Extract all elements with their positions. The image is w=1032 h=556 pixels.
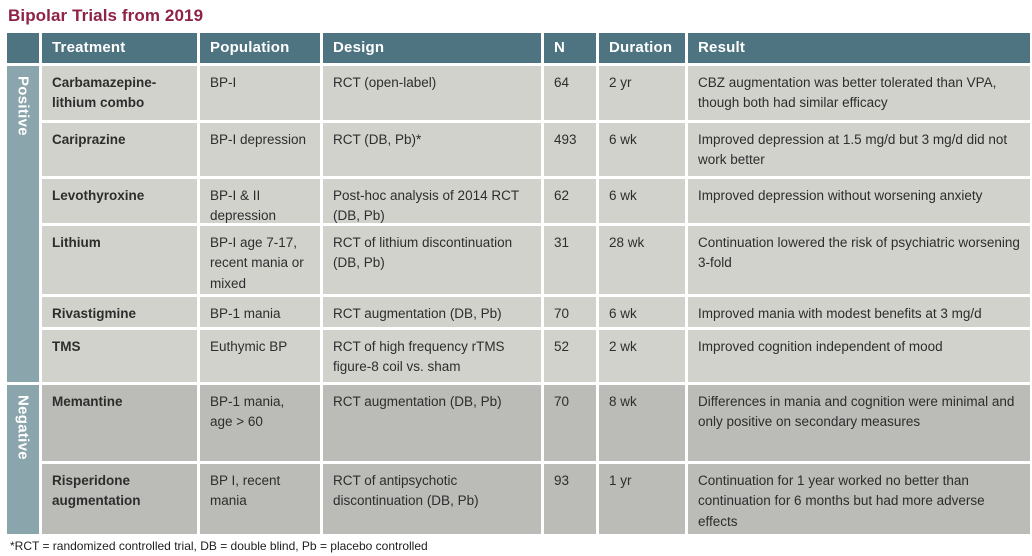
header-n: N (544, 33, 596, 63)
cell-treatment: Levothyroxine (42, 179, 197, 223)
cell-population: BP-I & II depression (200, 179, 320, 223)
cell-result: Differences in mania and cognition were … (688, 385, 1030, 461)
cell-treatment: Memantine (42, 385, 197, 461)
cell-result: Continuation lowered the risk of psychia… (688, 226, 1030, 294)
section-label-positive: Positive (7, 66, 39, 382)
cell-design: RCT of high frequency rTMS figure-8 coil… (323, 330, 541, 382)
cell-n: 493 (544, 123, 596, 176)
cell-treatment: Rivastigmine (42, 297, 197, 327)
section-label-negative: Negative (7, 385, 39, 534)
cell-n: 70 (544, 297, 596, 327)
cell-design: RCT (open-label) (323, 66, 541, 120)
cell-design: RCT augmentation (DB, Pb) (323, 385, 541, 461)
cell-result: Improved cognition independent of mood (688, 330, 1030, 382)
cell-duration: 6 wk (599, 179, 685, 223)
cell-population: BP-1 mania (200, 297, 320, 327)
cell-duration: 1 yr (599, 464, 685, 534)
cell-result: Improved mania with modest benefits at 3… (688, 297, 1030, 327)
cell-n: 62 (544, 179, 596, 223)
cell-n: 93 (544, 464, 596, 534)
cell-n: 52 (544, 330, 596, 382)
cell-treatment: Cariprazine (42, 123, 197, 176)
cell-n: 31 (544, 226, 596, 294)
header-treatment: Treatment (42, 33, 197, 63)
cell-treatment: Risperidone augmentation (42, 464, 197, 534)
cell-population: BP-I (200, 66, 320, 120)
cell-population: BP-I age 7-17, recent mania or mixed (200, 226, 320, 294)
cell-n: 64 (544, 66, 596, 120)
table-footnote: *RCT = randomized controlled trial, DB =… (10, 539, 428, 553)
cell-design: Post-hoc analysis of 2014 RCT (DB, Pb) (323, 179, 541, 223)
cell-duration: 6 wk (599, 123, 685, 176)
header-stub-cell (7, 33, 39, 63)
trials-table: Treatment Population Design N Duration R… (7, 33, 1030, 534)
cell-population: BP I, recent mania (200, 464, 320, 534)
cell-result: Improved depression at 1.5 mg/d but 3 mg… (688, 123, 1030, 176)
cell-result: CBZ augmentation was better tolerated th… (688, 66, 1030, 120)
header-design: Design (323, 33, 541, 63)
cell-treatment: Carbamazepine-lithium combo (42, 66, 197, 120)
cell-n: 70 (544, 385, 596, 461)
cell-duration: 6 wk (599, 297, 685, 327)
cell-design: RCT of antipsychotic discontinuation (DB… (323, 464, 541, 534)
cell-duration: 2 yr (599, 66, 685, 120)
cell-duration: 28 wk (599, 226, 685, 294)
cell-treatment: TMS (42, 330, 197, 382)
cell-population: BP-1 mania, age > 60 (200, 385, 320, 461)
cell-duration: 2 wk (599, 330, 685, 382)
header-result: Result (688, 33, 1030, 63)
header-population: Population (200, 33, 320, 63)
cell-population: Euthymic BP (200, 330, 320, 382)
cell-duration: 8 wk (599, 385, 685, 461)
header-duration: Duration (599, 33, 685, 63)
cell-result: Improved depression without worsening an… (688, 179, 1030, 223)
cell-design: RCT (DB, Pb)* (323, 123, 541, 176)
cell-design: RCT augmentation (DB, Pb) (323, 297, 541, 327)
cell-result: Continuation for 1 year worked no better… (688, 464, 1030, 534)
page-title: Bipolar Trials from 2019 (8, 6, 204, 25)
cell-design: RCT of lithium discontinuation (DB, Pb) (323, 226, 541, 294)
cell-population: BP-I depression (200, 123, 320, 176)
cell-treatment: Lithium (42, 226, 197, 294)
